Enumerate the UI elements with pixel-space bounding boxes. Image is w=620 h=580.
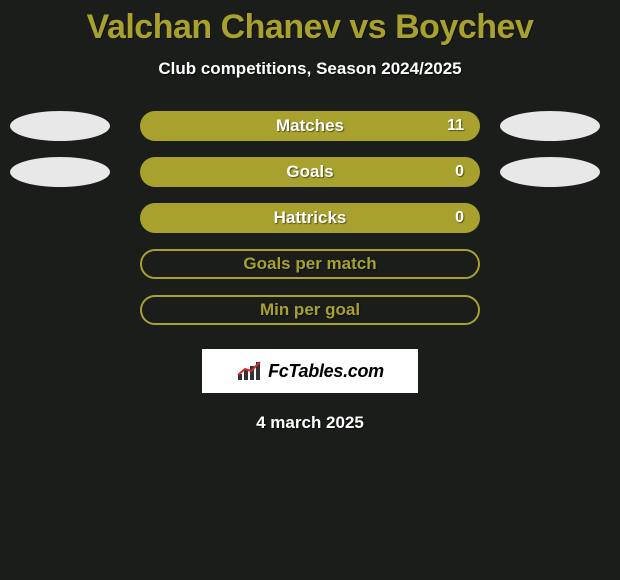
stat-row: Goals 0 — [0, 157, 620, 187]
stat-label: Min per goal — [260, 300, 360, 320]
chart-icon — [236, 360, 264, 382]
stat-row: Matches 11 — [0, 111, 620, 141]
left-ellipse — [10, 111, 110, 141]
date-label: 4 march 2025 — [0, 413, 620, 433]
logo-text: FcTables.com — [268, 361, 384, 382]
comparison-card: Valchan Chanev vs Boychev Club competiti… — [0, 0, 620, 433]
left-ellipse — [10, 157, 110, 187]
stat-value: 11 — [447, 117, 464, 135]
stat-label: Hattricks — [274, 208, 347, 228]
right-ellipse — [500, 111, 600, 141]
stat-bar: Goals per match — [140, 249, 480, 279]
stat-row: Hattricks 0 — [0, 203, 620, 233]
stat-bar: Matches 11 — [140, 111, 480, 141]
subtitle: Club competitions, Season 2024/2025 — [0, 59, 620, 79]
stat-label: Matches — [276, 116, 344, 136]
stat-row: Min per goal — [0, 295, 620, 325]
stat-value: 0 — [455, 209, 464, 227]
stat-row: Goals per match — [0, 249, 620, 279]
stat-value: 0 — [455, 163, 464, 181]
stat-bar: Min per goal — [140, 295, 480, 325]
page-title: Valchan Chanev vs Boychev — [0, 8, 620, 47]
stat-rows: Matches 11 Goals 0 Hattricks 0 Goals per match… — [0, 111, 620, 325]
stat-bar: Hattricks 0 — [140, 203, 480, 233]
stat-label: Goals per match — [243, 254, 376, 274]
stat-bar: Goals 0 — [140, 157, 480, 187]
right-ellipse — [500, 157, 600, 187]
site-logo[interactable]: FcTables.com — [202, 349, 418, 393]
stat-label: Goals — [286, 162, 333, 182]
